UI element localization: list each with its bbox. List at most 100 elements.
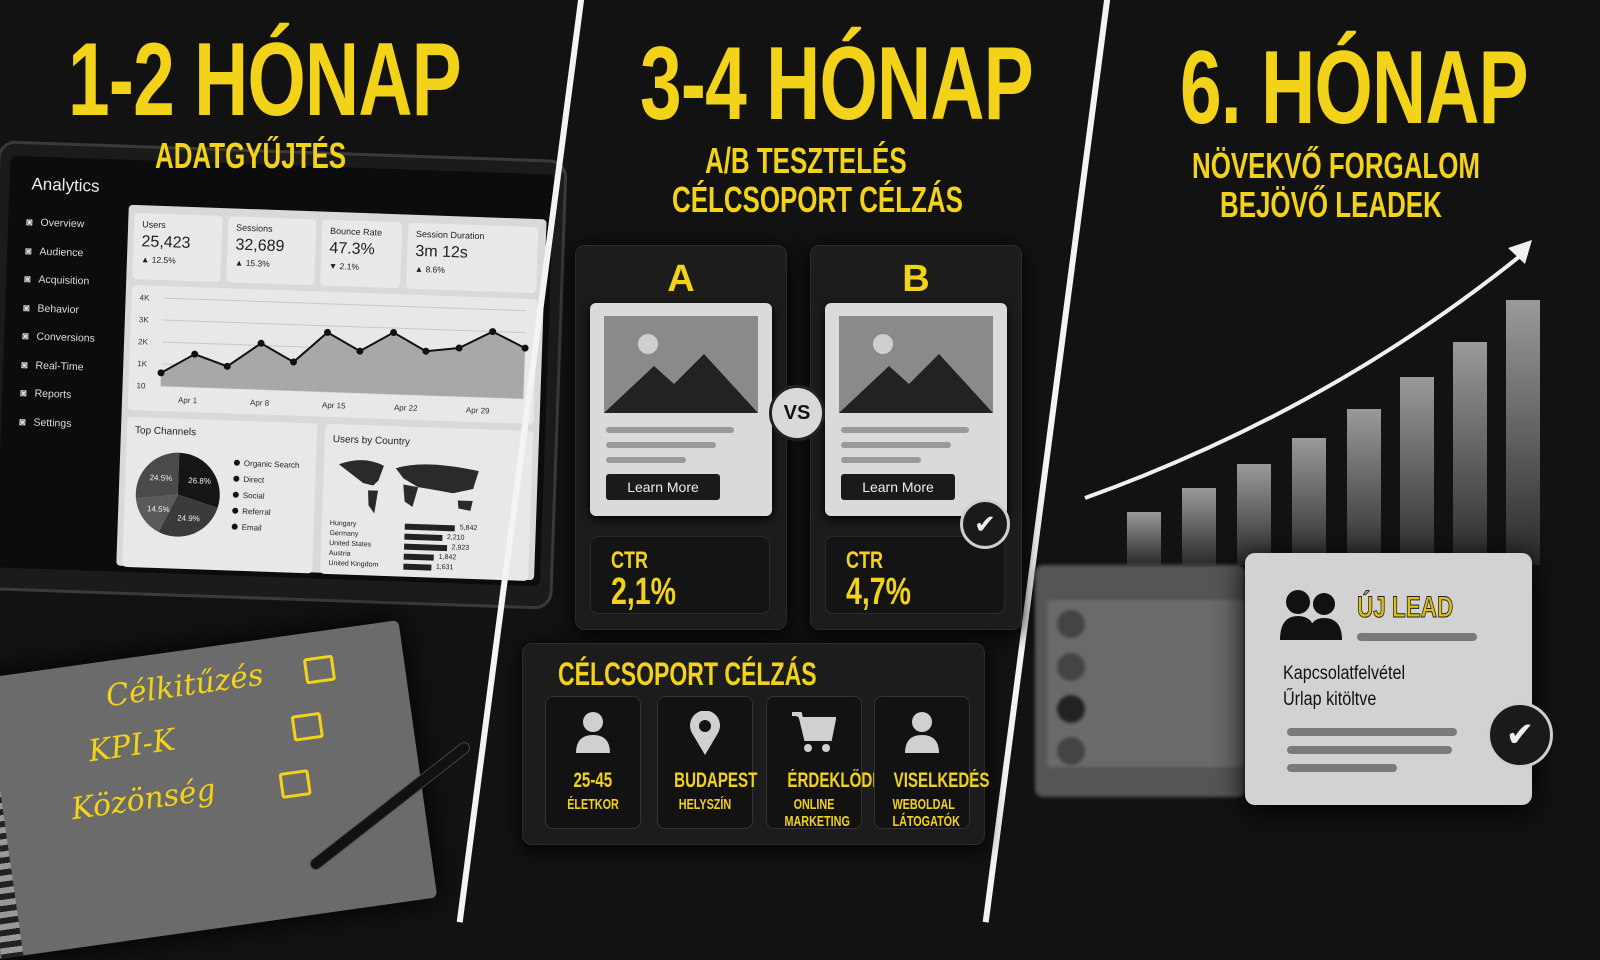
- gridline: [163, 297, 527, 312]
- gridline: [160, 385, 524, 400]
- growth-bar: [1237, 464, 1271, 565]
- panel2-subtitle-1: A/B TESZTELÉS: [705, 140, 907, 181]
- nav-icon: ◙: [20, 358, 28, 371]
- target-item: BUDAPEST HELYSZÍN: [657, 696, 757, 829]
- legend-dot: [232, 507, 239, 514]
- nav-icon: ◙: [25, 216, 33, 229]
- location-pin-icon: [658, 710, 752, 757]
- sidebar-item-overview[interactable]: ◙ Overview: [25, 216, 85, 231]
- nav-icon: ◙: [20, 387, 27, 400]
- target-item: VISELKEDÉS WEBOLDAL LÁTOGATÓK: [874, 696, 989, 829]
- nav-icon: ◙: [22, 301, 30, 314]
- area-fill: [160, 331, 526, 399]
- ctr-value: 4,7%: [846, 571, 911, 613]
- world-map: [338, 460, 479, 514]
- stat-card: Session Duration 3m 12s ▲ 8.6%: [406, 222, 539, 294]
- notebook-spiral: [0, 678, 24, 959]
- panel3-subtitle-1: NÖVEKVŐ FORGALOM: [1192, 145, 1481, 186]
- country-bar: [403, 563, 431, 571]
- pie-slice: [158, 494, 218, 537]
- checkbox-checked-icon: [302, 654, 337, 685]
- legend-item: Email: [242, 523, 263, 533]
- vs-badge: VS: [769, 385, 825, 441]
- growth-bar: [1506, 300, 1540, 565]
- targeting-panel: CÉLCSOPORT CÉLZÁS 25-45 ÉLETKOR BUDAPEST HE…: [522, 643, 989, 845]
- panel3-title: 6. HÓNAP: [1180, 30, 1529, 146]
- ctr-box: CTR 2,1%: [590, 536, 770, 614]
- image-placeholder-icon: [604, 316, 758, 413]
- growth-bar: [1127, 512, 1161, 565]
- ctr-label: CTR: [846, 547, 883, 574]
- x-tick-label: Apr 15: [322, 401, 346, 411]
- growth-arrow-icon: [1084, 240, 1532, 500]
- variant-a-card: A Learn More CTR 2,1%: [575, 245, 787, 630]
- data-point: [289, 358, 297, 366]
- nav-icon: ◙: [24, 244, 32, 257]
- notebook-line-2: KPI-K: [86, 722, 178, 770]
- sidebar-item-reports[interactable]: ◙ Reports: [20, 387, 72, 401]
- variant-letter: B: [902, 258, 930, 300]
- growth-bar: [1453, 342, 1487, 565]
- pie-slice: [177, 452, 220, 508]
- variant-b-card: B Learn More CTR 4,7%: [810, 245, 1022, 630]
- sidebar-item-acquisition[interactable]: ◙ Acquisition: [23, 273, 90, 288]
- ctr-value: 2,1%: [611, 571, 676, 613]
- lead-line-1: Kapcsolatfelvétel: [1283, 663, 1406, 684]
- y-tick-label: 1K: [137, 359, 148, 368]
- y-tick-label: 10: [136, 381, 146, 390]
- winner-check-icon: ✔: [960, 499, 1010, 549]
- nav-icon: ◙: [21, 330, 29, 343]
- shopping-cart-icon: [767, 711, 861, 757]
- placeholder-line: [841, 442, 951, 448]
- placeholder-line: [841, 457, 921, 463]
- slice-label: 26.8%: [188, 476, 211, 486]
- country-bar: [403, 543, 447, 552]
- notebook: Célkitűzés KPI-K Közönség: [0, 620, 438, 960]
- growth-bar: [1400, 376, 1434, 565]
- lead-check-icon: ✔: [1487, 702, 1553, 768]
- learn-more-button[interactable]: Learn More: [841, 474, 955, 500]
- sidebar-item-conversions[interactable]: ◙ Conversions: [21, 330, 96, 345]
- legend-item: Social: [243, 491, 265, 501]
- sidebar-item-settings[interactable]: ◙ Settings: [19, 415, 72, 430]
- data-point: [157, 369, 165, 377]
- slice-label: 24.5%: [149, 473, 172, 483]
- growth-bar: [1347, 408, 1381, 565]
- notebook-line-1: Célkitűzés: [103, 657, 266, 715]
- legend-item: Referral: [242, 507, 271, 517]
- data-point: [223, 362, 231, 370]
- data-point: [191, 350, 199, 358]
- placeholder-line: [841, 427, 969, 433]
- country-bar: [403, 553, 434, 561]
- data-point: [324, 328, 332, 336]
- panel2-subtitle-2: CÉLCSOPORT CÉLZÁS: [672, 179, 963, 220]
- x-tick-label: Apr 1: [178, 396, 198, 406]
- y-tick-label: 3K: [139, 315, 150, 324]
- data-point: [356, 347, 364, 355]
- top-channels-title: Top Channels: [134, 425, 197, 439]
- checkbox-checked-icon: [290, 711, 324, 742]
- ad-preview: Learn More: [590, 303, 772, 516]
- variant-letter: A: [667, 258, 695, 300]
- laptop: Analytics ◙ Overview ◙ Audience ◙ Acquisition…: [0, 140, 568, 610]
- sidebar-item-audience[interactable]: ◙ Audience: [24, 244, 84, 259]
- targeting-title: CÉLCSOPORT CÉLZÁS: [558, 656, 817, 692]
- data-point: [390, 329, 398, 337]
- learn-more-button[interactable]: Learn More: [606, 474, 720, 500]
- analytics-content: Users 25,423 ▲ 12.5% Sessions 32,689 ▲ 15.3% B…: [116, 204, 547, 581]
- legend-dot: [232, 491, 239, 498]
- users-group-icon: [1280, 590, 1342, 640]
- stat-card: Users 25,423 ▲ 12.5%: [132, 213, 223, 283]
- legend-dot: [233, 459, 240, 466]
- sidebar-item-behavior[interactable]: ◙ Behavior: [22, 301, 80, 316]
- growth-bar: [1292, 437, 1326, 565]
- sidebar-item-real-time[interactable]: ◙ Real-Time: [20, 358, 84, 373]
- y-tick-label: 4K: [139, 293, 150, 302]
- placeholder-line: [1287, 728, 1457, 736]
- x-tick-label: Apr 22: [394, 403, 418, 413]
- person-icon: [546, 711, 640, 757]
- avatar: [1057, 610, 1085, 638]
- image-placeholder-icon: [839, 316, 993, 413]
- traffic-chart: 4K 3K 2K 1K 10 Apr 1 Apr 8 Apr 15 Apr 22 Apr 29: [127, 284, 538, 425]
- lead-line-2: Űrlap kitöltve: [1283, 689, 1377, 710]
